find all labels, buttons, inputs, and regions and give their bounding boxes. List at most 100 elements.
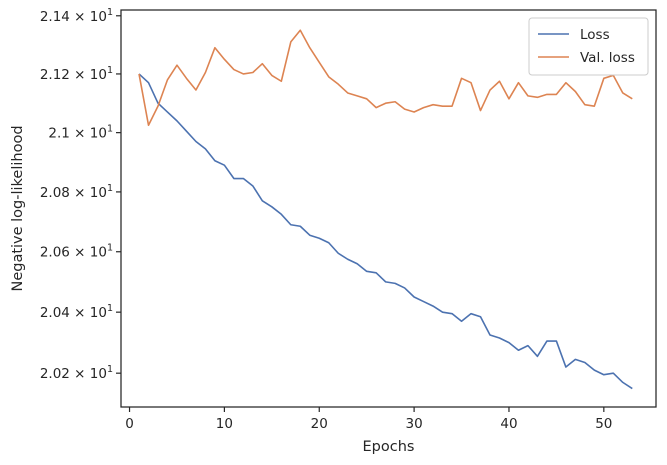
data-point-val-loss — [394, 101, 396, 103]
legend-box — [528, 17, 649, 76]
data-point-loss — [584, 361, 586, 363]
data-point-loss — [347, 258, 349, 260]
data-point-loss — [223, 164, 225, 166]
data-point-val-loss — [204, 71, 206, 73]
data-point-val-loss — [432, 103, 434, 105]
data-point-val-loss — [214, 47, 216, 49]
data-point-val-loss — [508, 98, 510, 100]
data-point-loss — [252, 185, 254, 187]
data-point-loss — [603, 374, 605, 376]
data-point-val-loss — [422, 106, 424, 108]
plot-area — [121, 10, 656, 407]
data-point-loss — [565, 366, 567, 368]
data-point-val-loss — [242, 73, 244, 75]
data-point-loss — [166, 111, 168, 113]
data-point-val-loss — [147, 124, 149, 126]
data-point-val-loss — [489, 89, 491, 91]
data-point-loss — [242, 177, 244, 179]
data-point-val-loss — [195, 89, 197, 91]
legend-label-loss: Loss — [580, 27, 610, 43]
y-tick-label: 2.12 × 101 — [40, 65, 113, 83]
data-point-val-loss — [470, 82, 472, 84]
data-point-loss — [271, 206, 273, 208]
data-point-val-loss — [252, 71, 254, 73]
data-point-val-loss — [413, 111, 415, 113]
y-tick-label: 2.14 × 101 — [40, 7, 113, 25]
data-point-loss — [555, 340, 557, 342]
data-point-val-loss — [527, 95, 529, 97]
x-tick-label: 20 — [311, 416, 328, 432]
data-point-val-loss — [290, 41, 292, 43]
data-point-loss — [195, 140, 197, 142]
data-point-val-loss — [309, 47, 311, 49]
data-point-loss — [214, 160, 216, 162]
data-point-val-loss — [337, 83, 339, 85]
data-point-val-loss — [318, 61, 320, 63]
data-point-val-loss — [584, 103, 586, 105]
x-axis-label: Epochs — [363, 439, 415, 455]
data-point-val-loss — [328, 76, 330, 78]
series-lines — [138, 29, 633, 390]
y-tick-label: 2.08 × 101 — [40, 183, 113, 201]
data-point-loss — [309, 234, 311, 236]
data-point-loss — [498, 337, 500, 339]
x-axis-ticks: 0 10 20 30 40 50 — [125, 407, 612, 432]
y-tick-label: 2.1 × 101 — [48, 124, 113, 142]
data-point-val-loss — [565, 82, 567, 84]
data-point-loss — [593, 369, 595, 371]
data-point-loss — [337, 252, 339, 254]
x-tick-label: 40 — [500, 416, 517, 432]
data-point-val-loss — [365, 98, 367, 100]
data-point-val-loss — [280, 80, 282, 82]
data-point-loss — [290, 224, 292, 226]
data-point-val-loss — [157, 105, 159, 107]
data-point-val-loss — [593, 105, 595, 107]
data-point-val-loss — [384, 102, 386, 104]
data-point-val-loss — [555, 93, 557, 95]
data-point-val-loss — [517, 82, 519, 84]
data-point-val-loss — [546, 93, 548, 95]
data-point-loss — [299, 225, 301, 227]
data-point-val-loss — [403, 108, 405, 110]
x-tick-label: 10 — [216, 416, 233, 432]
data-point-val-loss — [166, 79, 168, 81]
data-point-val-loss — [223, 58, 225, 60]
data-point-loss — [489, 334, 491, 336]
plot-frame — [120, 9, 657, 408]
data-point-loss — [413, 296, 415, 298]
data-point-loss — [365, 270, 367, 272]
y-axis-ticks: 2.02 × 101 2.04 × 101 2.06 × 101 2.08 × 101… — [40, 7, 121, 382]
data-point-loss — [394, 282, 396, 284]
x-tick-label: 30 — [406, 416, 423, 432]
data-point-loss — [432, 305, 434, 307]
data-point-val-loss — [347, 92, 349, 94]
data-point-loss — [631, 387, 633, 389]
data-point-val-loss — [498, 80, 500, 82]
series-line-val-loss — [138, 29, 633, 127]
data-point-loss — [328, 242, 330, 244]
data-point-loss — [233, 177, 235, 179]
data-point-loss — [204, 148, 206, 150]
data-point-loss — [441, 311, 443, 313]
data-point-val-loss — [176, 64, 178, 66]
x-tick-label: 50 — [595, 416, 612, 432]
data-point-loss — [574, 358, 576, 360]
data-point-loss — [460, 320, 462, 322]
data-point-loss — [517, 349, 519, 351]
data-point-loss — [318, 237, 320, 239]
data-point-loss — [479, 316, 481, 318]
data-point-loss — [527, 344, 529, 346]
data-point-loss — [622, 381, 624, 383]
data-point-val-loss — [536, 96, 538, 98]
y-tick-label: 2.02 × 101 — [40, 364, 113, 382]
data-point-loss — [261, 200, 263, 202]
legend-label-val-loss: Val. loss — [580, 50, 635, 66]
data-point-loss — [185, 130, 187, 132]
data-point-loss — [508, 341, 510, 343]
data-point-loss — [384, 281, 386, 283]
data-point-val-loss — [622, 92, 624, 94]
data-point-loss — [612, 372, 614, 374]
legend: Loss Val. loss — [528, 17, 649, 76]
data-point-val-loss — [299, 29, 301, 31]
